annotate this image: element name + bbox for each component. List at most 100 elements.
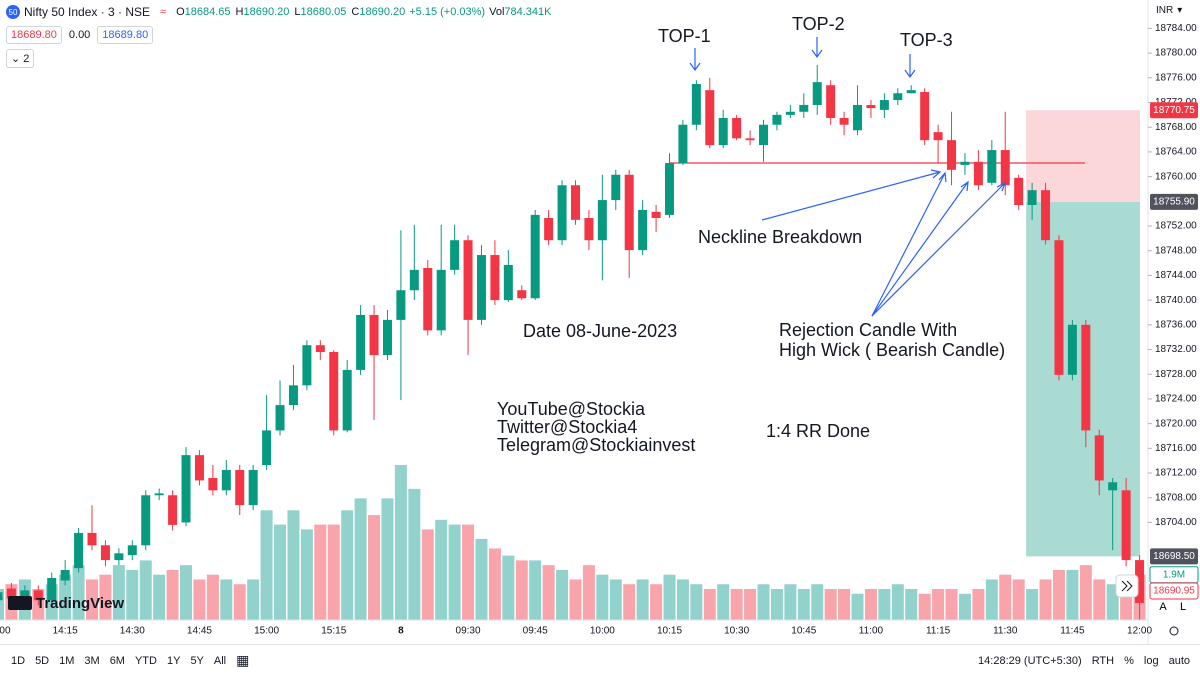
volume-bar	[327, 524, 340, 620]
candle-body	[342, 369, 352, 431]
candle-body	[1041, 190, 1051, 241]
volume-bar	[488, 548, 501, 620]
range-button[interactable]: 1D	[11, 654, 26, 667]
ohlc-value: 18690.20	[243, 6, 290, 18]
candle-body	[866, 104, 876, 109]
range-button[interactable]: 6M	[109, 654, 125, 667]
x-tick-label: 14:15	[53, 626, 78, 637]
candle-body	[826, 85, 836, 118]
annotation: 1:4 RR Done	[766, 421, 870, 441]
ohlc-key: H	[235, 6, 244, 18]
volume-bar	[126, 569, 139, 620]
candle-body	[6, 588, 16, 599]
range-button[interactable]: 5Y	[190, 654, 204, 667]
volume-bar	[99, 574, 112, 620]
indicators-toggle[interactable]: ⌄ 2	[6, 49, 35, 68]
candle-body	[570, 185, 580, 220]
y-tick-label: 18760.00	[1155, 171, 1197, 182]
candle-body	[853, 104, 863, 131]
y-tick-label: 18784.00	[1155, 23, 1197, 34]
range-button[interactable]: 3M	[84, 654, 100, 667]
annotation: Neckline Breakdown	[698, 227, 862, 247]
volume-bar	[1093, 579, 1106, 620]
candle-body	[638, 209, 648, 251]
candle-body	[47, 578, 57, 601]
candle-body	[114, 553, 124, 561]
price-badge	[1149, 582, 1199, 600]
volume-bar	[1079, 565, 1092, 620]
candle-body	[705, 90, 715, 146]
volume-bar	[690, 584, 703, 620]
percent[interactable]: %	[1124, 654, 1134, 667]
settings-icon[interactable]	[1169, 626, 1179, 636]
x-tick-label: 10:15	[657, 626, 682, 637]
volume-bar	[515, 560, 528, 620]
volume-bar	[300, 529, 313, 620]
indicator-row: ⌄ 2	[6, 49, 35, 68]
volume-bar	[341, 510, 354, 620]
candle-body	[624, 174, 634, 251]
axis-button[interactable]: A	[1159, 601, 1167, 613]
volume-bar	[354, 498, 367, 620]
y-tick-label: 18732.00	[1155, 344, 1197, 355]
candle-body	[154, 493, 164, 496]
ohlc-key: L	[294, 6, 301, 18]
y-tick-label: 18740.00	[1155, 295, 1197, 306]
buy[interactable]: 18689.80	[97, 26, 154, 44]
compare-icon[interactable]: ≈	[160, 6, 167, 18]
candle-body	[503, 264, 513, 301]
range-button[interactable]: 1M	[59, 654, 75, 667]
volume-bar	[623, 584, 636, 620]
auto[interactable]: auto	[1168, 654, 1190, 667]
volume-bar	[838, 589, 851, 620]
volume-bar	[180, 565, 193, 620]
candle-body	[141, 495, 151, 546]
candle-body	[839, 117, 849, 125]
axis-button[interactable]: L	[1180, 601, 1186, 613]
ohlc-value: 18690.20	[359, 6, 406, 18]
volume-bar	[770, 589, 783, 620]
range-button[interactable]: All	[213, 654, 227, 667]
candle-body	[785, 111, 795, 115]
log[interactable]: log	[1143, 654, 1159, 667]
range-button[interactable]: 1Y	[166, 654, 181, 667]
scroll-button[interactable]	[1115, 574, 1139, 598]
candle-body	[235, 469, 245, 506]
volume-bar	[381, 498, 394, 620]
change: +5.15 (+0.03%)	[409, 6, 486, 18]
calendar-icon[interactable]: ▦	[236, 652, 250, 668]
volume-bar	[408, 488, 421, 620]
logo-mark	[8, 596, 32, 610]
candle-body	[423, 268, 433, 331]
range-button[interactable]: 5D	[35, 654, 50, 667]
range-button[interactable]: YTD	[134, 654, 157, 667]
symbol[interactable]: Nifty 50 Index · 3 · NSE	[24, 5, 151, 19]
candle-body	[382, 319, 392, 356]
candle-body	[906, 90, 916, 94]
volume-bar	[542, 565, 555, 620]
candle-body	[1054, 240, 1064, 375]
candle-body	[1094, 435, 1104, 481]
candle-body	[100, 545, 110, 561]
candle-body	[208, 477, 218, 491]
volume-bar	[1066, 569, 1079, 620]
annotations: TOP-1 TOP-2 TOP-3 Neckline Breakdown Dat…	[497, 14, 1007, 455]
volume-bar	[1052, 569, 1065, 620]
volume-bar	[448, 524, 461, 620]
arrow	[871, 171, 947, 317]
y-tick-label: 18776.00	[1155, 72, 1197, 83]
candle-body	[1067, 324, 1077, 375]
arrow	[904, 54, 916, 79]
currency-label[interactable]: INR	[1156, 5, 1174, 16]
rth[interactable]: RTH	[1091, 654, 1115, 667]
scroll-icon[interactable]	[1121, 580, 1133, 592]
candle-body	[718, 117, 728, 146]
volume-bar	[287, 510, 300, 620]
annotation: TOP-3	[900, 30, 953, 50]
sell[interactable]: 18689.80	[6, 26, 62, 44]
y-tick-label: 18708.00	[1155, 492, 1197, 503]
candle-body	[812, 82, 822, 105]
y-tick-label: 18748.00	[1155, 245, 1197, 256]
currency[interactable]: INR ▾	[1156, 5, 1183, 16]
